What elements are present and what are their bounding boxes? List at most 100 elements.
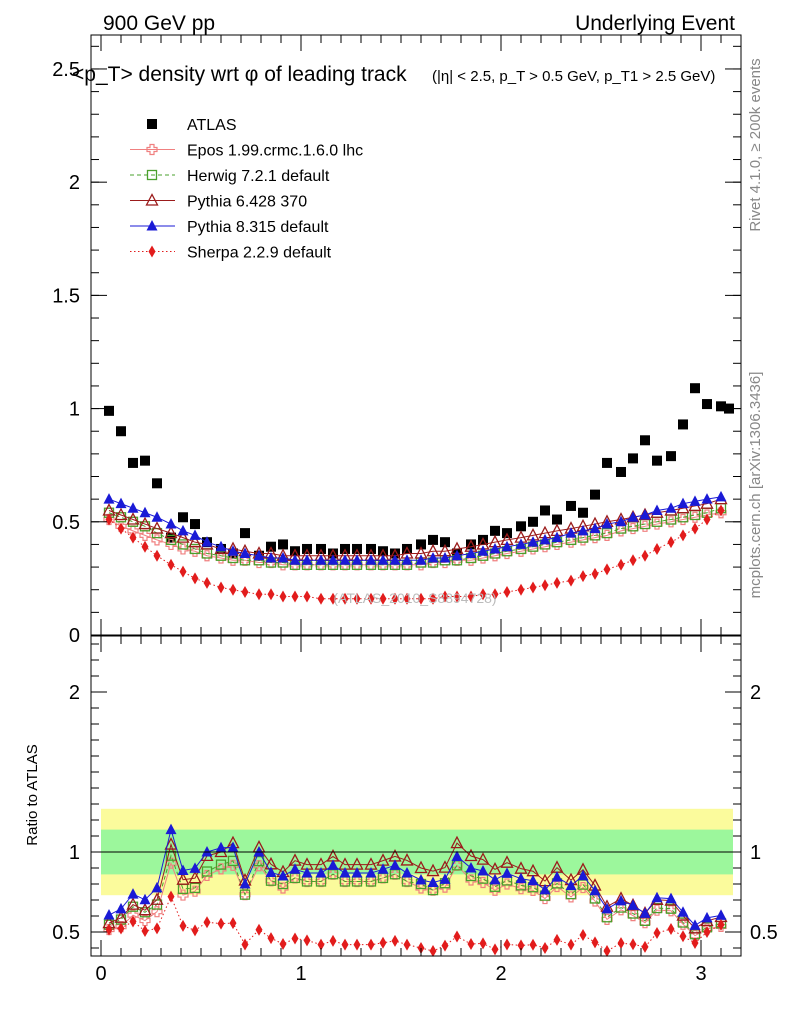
data-point	[678, 419, 688, 430]
chart-title: <p_T> density wrt φ of leading track	[72, 63, 407, 86]
data-point	[617, 558, 625, 571]
data-point	[188, 534, 202, 548]
data-point	[440, 537, 450, 548]
ratio-point	[467, 938, 475, 950]
ytick-label: 2	[69, 172, 80, 194]
data-point	[327, 554, 339, 565]
legend-item-0: ATLAS	[147, 117, 237, 134]
legend-label: Pythia 8.315 default	[187, 219, 329, 236]
data-point	[217, 581, 225, 594]
data-point	[653, 542, 661, 555]
main-series	[102, 383, 734, 605]
ratio-point	[629, 938, 637, 951]
data-point	[466, 539, 476, 550]
ratio-point	[367, 938, 375, 951]
ratio-point	[591, 936, 599, 949]
ratio-point	[177, 864, 189, 875]
ratio-series	[102, 823, 728, 958]
data-point	[253, 549, 265, 561]
data-point	[278, 539, 288, 550]
ratio-point	[515, 872, 527, 884]
series-line	[108, 510, 722, 600]
ratio-point	[489, 873, 501, 885]
ratio-point	[289, 863, 301, 874]
data-point	[150, 521, 164, 534]
ratio-point	[215, 859, 227, 870]
ratio-ytick-label-right: 2	[750, 682, 761, 704]
data-point	[215, 540, 227, 552]
ratio-point	[229, 917, 237, 930]
data-point	[116, 426, 126, 437]
data-point	[515, 538, 527, 549]
ratio-point	[377, 863, 389, 874]
ratio-point	[653, 927, 661, 940]
ratio-point	[115, 902, 127, 914]
ratio-point	[679, 930, 687, 943]
data-point	[439, 552, 451, 563]
data-point	[377, 554, 389, 565]
ratio-point	[351, 867, 363, 878]
data-point	[516, 521, 526, 532]
data-point	[441, 590, 449, 603]
legend-label: Sherpa 2.2.9 default	[187, 245, 332, 262]
ratio-point	[117, 922, 125, 935]
data-point	[277, 552, 289, 563]
ratio-point	[651, 891, 663, 903]
data-point	[341, 592, 349, 605]
data-point	[153, 549, 161, 562]
ratio-point	[451, 850, 463, 861]
ratio-point	[217, 917, 225, 930]
data-point	[527, 536, 539, 547]
data-point	[517, 583, 525, 596]
data-point	[367, 592, 375, 605]
ratio-point	[279, 938, 287, 950]
data-point	[628, 453, 638, 464]
legend-item-2: Herwig 7.2.1 default	[130, 168, 330, 185]
data-point	[551, 531, 563, 543]
data-point	[151, 511, 163, 522]
ratio-point	[291, 932, 299, 945]
legend-marker	[148, 245, 156, 258]
data-point	[591, 567, 599, 580]
ratio-point	[129, 915, 137, 928]
data-point	[164, 525, 178, 539]
data-point	[415, 554, 427, 565]
data-point	[339, 554, 351, 565]
ratio-point	[403, 938, 411, 951]
data-point	[665, 502, 677, 513]
ratio-point	[303, 934, 311, 947]
data-point	[139, 506, 151, 518]
ratio-point	[103, 909, 115, 920]
ratio-point	[339, 867, 351, 878]
data-point	[301, 554, 313, 565]
ratio-point	[541, 942, 549, 954]
data-point	[401, 554, 413, 565]
ratio-point	[501, 867, 513, 878]
data-point	[353, 592, 361, 605]
ratio-point	[239, 889, 251, 900]
ratio-ylabel: Ratio to ATLAS	[24, 744, 41, 845]
xtick-label: 2	[495, 963, 506, 985]
data-point	[176, 530, 190, 543]
ratio-ytick-label: 2	[69, 682, 80, 704]
data-point	[139, 529, 151, 541]
data-point	[467, 590, 475, 603]
data-point	[229, 583, 237, 596]
ratio-point	[491, 943, 499, 956]
ratio-point	[165, 850, 177, 861]
ytick-label: 2.5	[52, 59, 80, 81]
data-point	[189, 529, 201, 540]
header-right: Underlying Event	[575, 12, 735, 35]
ratio-point	[465, 862, 477, 873]
data-point	[201, 536, 213, 547]
ratio-ytick-label: 0.5	[52, 922, 80, 944]
ratio-point	[189, 882, 201, 894]
data-point	[691, 522, 699, 535]
ratio-point	[565, 879, 577, 891]
ratio-point	[315, 867, 327, 878]
data-point	[679, 529, 687, 542]
ratio-point	[438, 860, 452, 873]
ratio-point	[603, 944, 611, 957]
ytick-label: 0	[69, 625, 80, 647]
